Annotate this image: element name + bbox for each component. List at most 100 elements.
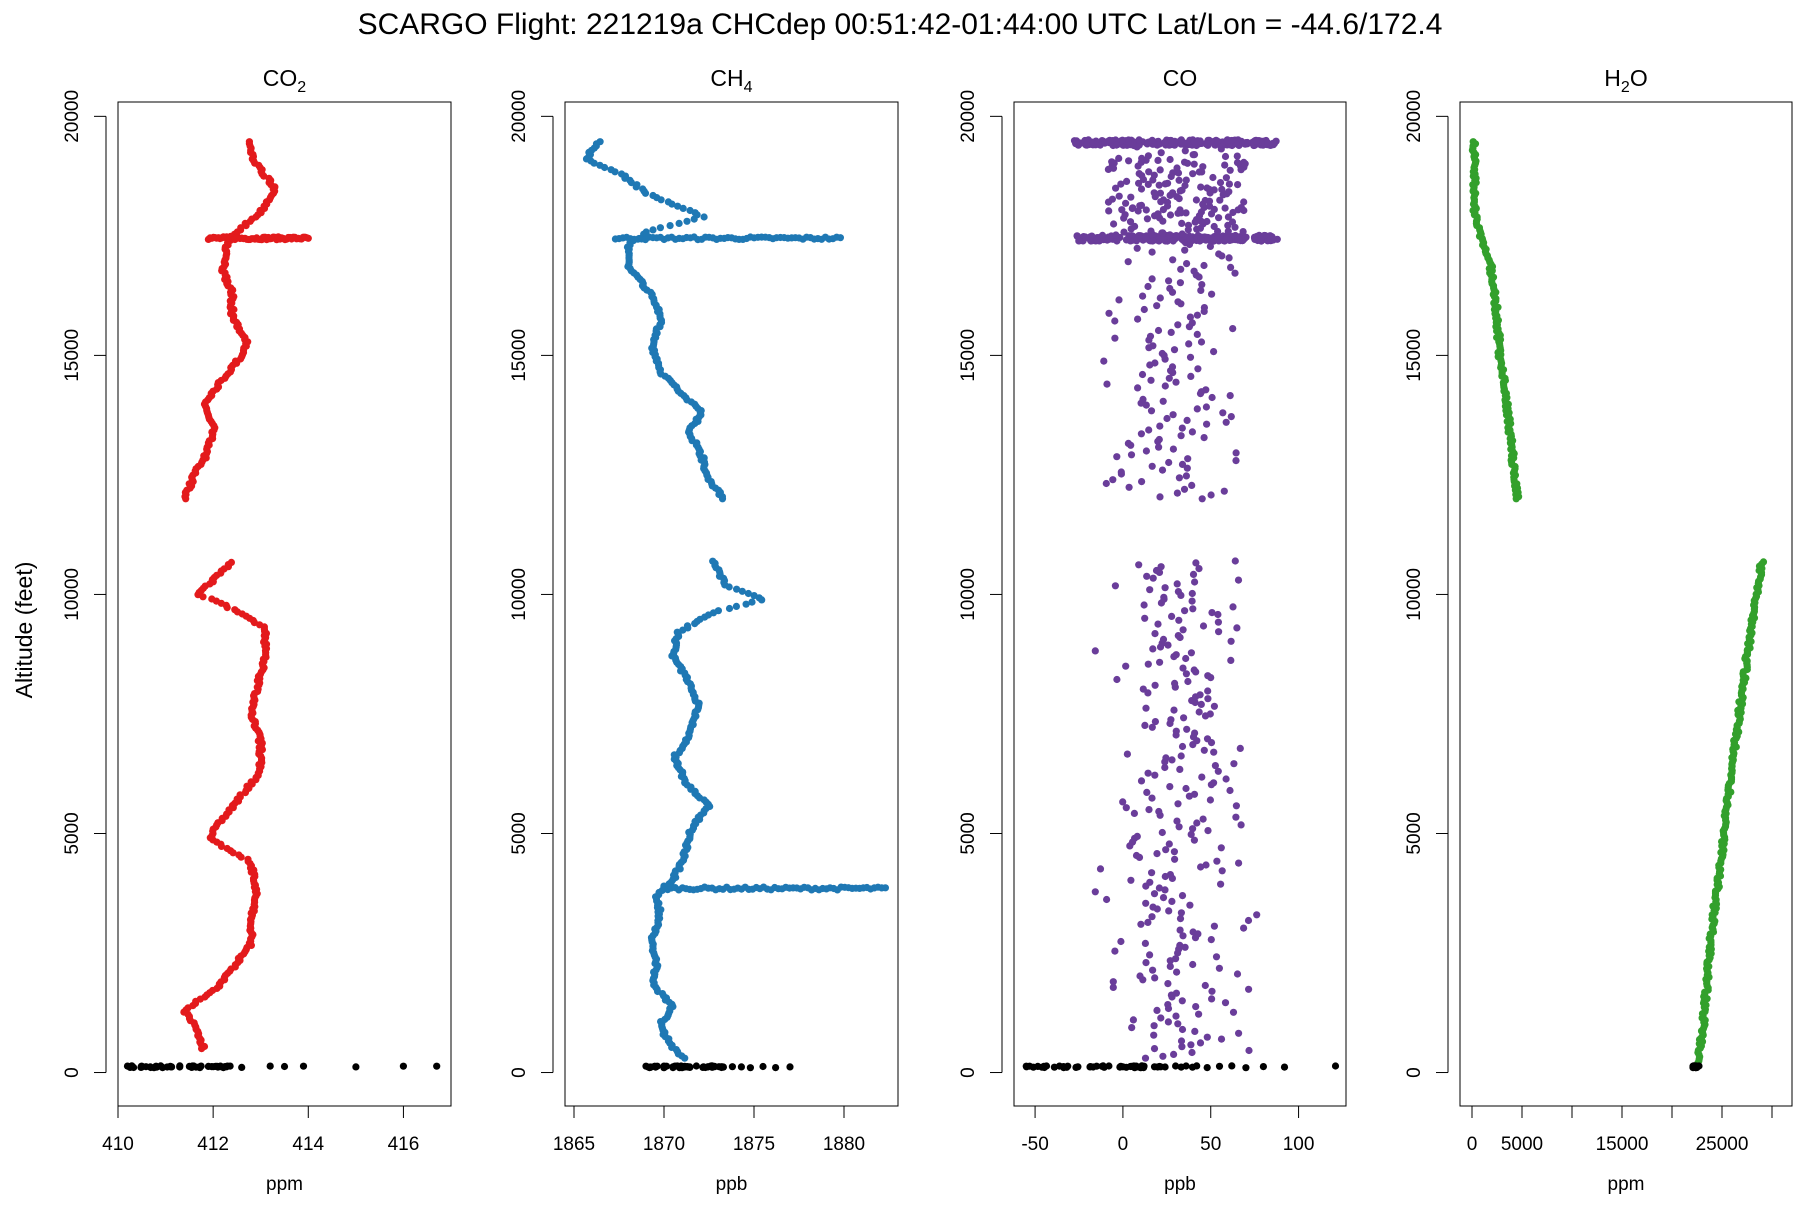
data-point [1222,174,1230,182]
x-tick-label: 410 [102,1134,134,1155]
data-point [1188,1048,1196,1057]
data-point [1162,846,1170,854]
data-point [352,1063,360,1071]
data-point [1199,622,1208,630]
data-point [1170,1050,1178,1058]
data-point [1161,763,1169,772]
data-point [1199,815,1207,823]
data-point [1229,1008,1238,1016]
data-point [1138,1062,1146,1070]
data-point [1166,231,1174,239]
data-point [1215,1062,1224,1070]
data-point [1206,796,1214,804]
data-point [1165,277,1173,285]
data-point [1089,1063,1097,1071]
data-point [1214,618,1222,626]
data-points [582,138,890,1072]
panel-title: CO2 [263,65,307,96]
data-point [653,1062,661,1070]
data-point [1173,968,1181,976]
data-point [1159,235,1167,243]
data-point [1189,605,1197,613]
data-point [1125,483,1133,491]
data-point [1264,139,1272,147]
plot-frame [564,101,899,1107]
data-point [1193,405,1201,413]
data-point [1198,168,1206,176]
data-point [1128,1024,1136,1032]
data-point [1118,206,1126,214]
data-point [1105,207,1113,215]
data-point [1178,460,1187,468]
data-point [1197,217,1205,225]
data-point [231,606,239,614]
y-tick-label: 10000 [958,568,979,621]
data-point [1172,955,1180,963]
data-point [1217,844,1225,852]
data-point [1178,997,1186,1005]
data-point [1154,156,1162,164]
data-point [1188,1063,1197,1071]
data-point [1176,279,1184,287]
x-tick-label: 416 [388,1134,420,1155]
data-point [1145,806,1153,814]
data-point [1129,1016,1137,1024]
data-point [1170,346,1179,354]
data-point [709,557,717,565]
data-point [1233,624,1241,632]
x-axis-label: ppm [266,1174,303,1195]
data-point [1188,428,1196,436]
data-point [1111,947,1119,955]
x-tick-label: 0 [1118,1134,1129,1155]
data-point [1214,767,1222,775]
data-point [1050,1063,1058,1071]
data-point [1161,180,1169,188]
data-point [1216,179,1225,187]
data-point [1111,317,1119,325]
data-point [1210,205,1218,213]
data-point [1117,937,1125,946]
y-tick-label: 5000 [958,812,979,854]
data-point [1181,246,1189,254]
data-point [1188,597,1196,605]
data-point [1193,311,1201,319]
data-point [596,161,604,169]
data-point [1165,840,1173,848]
data-point [1176,915,1185,923]
data-point [1194,365,1202,373]
data-point [1141,721,1149,730]
data-point [1219,409,1227,417]
data-point [1148,248,1156,256]
data-point [675,219,683,227]
y-tick-label: 5000 [62,812,83,854]
data-point [1176,941,1184,950]
data-point [683,622,692,630]
data-point [1149,574,1157,582]
data-point [1178,1025,1187,1034]
data-point [1196,691,1204,699]
data-point [1122,662,1130,670]
data-point [1197,286,1205,294]
data-point [1183,416,1191,424]
data-point [1188,319,1196,327]
y-axis-label: Altitude (feet) [11,562,37,699]
data-point [1207,936,1215,944]
data-point [1225,254,1233,262]
data-point [1091,888,1099,896]
data-point [1172,1012,1180,1020]
data-point [1134,207,1142,215]
data-point [1120,228,1128,236]
data-point [1131,222,1139,230]
data-point [1189,825,1197,833]
data-point [1191,1027,1199,1035]
data-point [1245,1046,1253,1055]
data-point [1190,267,1198,275]
data-point [1209,173,1217,182]
data-point [1189,928,1197,936]
data-point [1141,1054,1150,1062]
data-point [1235,236,1243,244]
data-point [1122,804,1130,812]
data-point [1105,309,1113,317]
data-point [1117,468,1125,476]
data-point [1221,204,1229,212]
